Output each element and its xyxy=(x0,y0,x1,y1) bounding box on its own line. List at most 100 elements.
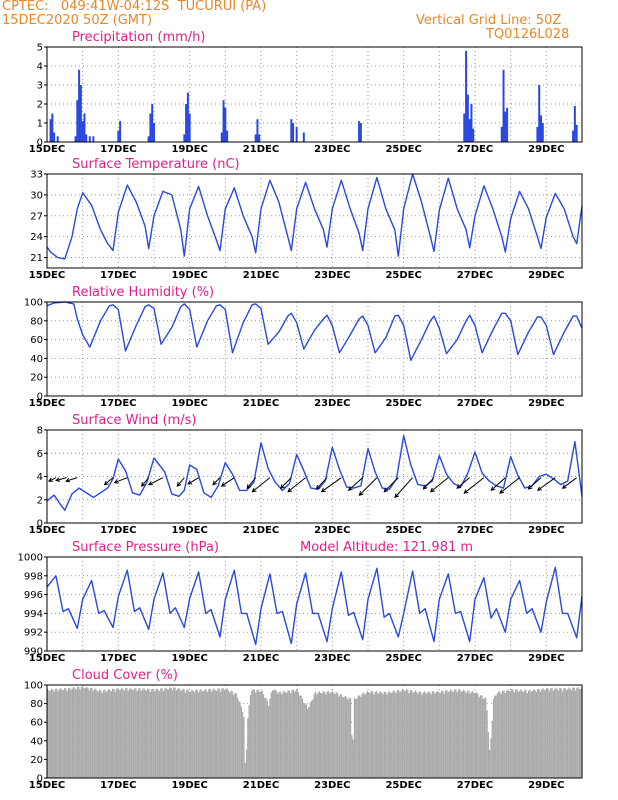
cloud-bar xyxy=(526,693,528,778)
cloud-bar xyxy=(316,694,318,778)
y-tick-label: 998 xyxy=(24,571,43,582)
wind-arrow xyxy=(176,477,185,487)
panel-2: 0 20 40 60 80 100 15DEC 17DEC 19DEC 21DEC 23DEC 25D… xyxy=(24,285,583,409)
cloud-bar xyxy=(54,688,57,778)
cloud-bar xyxy=(333,692,335,778)
cloud-bar xyxy=(505,690,508,778)
x-tick-label: 15DEC xyxy=(29,270,65,281)
precip-bar xyxy=(88,136,91,142)
cloud-bar xyxy=(157,689,159,778)
cloud-bar xyxy=(242,712,244,778)
cloud-bar xyxy=(136,691,138,778)
cloud-bar xyxy=(578,689,580,778)
cloud-bar xyxy=(48,690,50,778)
cloud-bar xyxy=(487,731,489,778)
cloud-bar xyxy=(504,693,506,778)
cloud-bar xyxy=(570,690,573,778)
cloud-bar xyxy=(500,693,502,778)
cloud-bar xyxy=(508,691,510,778)
cloud-bar xyxy=(266,700,268,778)
panel-title: Surface Pressure (hPa) xyxy=(72,540,219,555)
wind-arrow-head xyxy=(141,482,146,487)
cloud-bar xyxy=(236,697,239,778)
cloud-bar xyxy=(580,689,582,778)
cloud-bar xyxy=(50,688,53,778)
cloud-bar xyxy=(533,689,535,778)
header-station: CPTEC: 049:41W-04:12S TUCURUI (PA) xyxy=(2,0,267,14)
precip-bar xyxy=(254,134,257,142)
cloud-bar xyxy=(396,690,398,778)
cloud-bar xyxy=(375,691,378,778)
cloud-bar xyxy=(547,688,549,778)
cloud-bar xyxy=(515,689,517,778)
cloud-bar xyxy=(93,689,96,778)
cloud-bar xyxy=(278,691,280,778)
x-tick-label: 15DEC xyxy=(29,653,65,664)
wind-arrow xyxy=(456,477,470,489)
cloud-bar xyxy=(489,749,491,778)
cloud-bar xyxy=(572,687,574,778)
cloud-bar xyxy=(577,687,579,778)
cloud-bar xyxy=(127,690,129,778)
cloud-bar xyxy=(226,688,228,778)
cloud-bar xyxy=(295,690,297,778)
cloud-bar xyxy=(71,688,73,778)
y-tick-label: 20 xyxy=(30,373,43,384)
cloud-bar xyxy=(128,688,131,778)
cloud-bar xyxy=(304,703,306,778)
wind-arrow-head xyxy=(280,484,285,489)
cloud-bar xyxy=(118,690,120,778)
panel-title: Precipitation (mm/h) xyxy=(72,30,205,45)
wind-arrow xyxy=(148,477,164,486)
cloud-bar xyxy=(199,690,201,778)
cloud-bar xyxy=(412,692,414,778)
wind-arrow xyxy=(287,477,306,493)
x-tick-label: 21DEC xyxy=(243,780,279,791)
cloud-bar xyxy=(368,692,370,778)
x-tick-label: 25DEC xyxy=(385,653,421,664)
header-grid-line: Vertical Grid Line: 50Z xyxy=(416,13,562,28)
cloud-bar xyxy=(160,688,162,778)
cloud-bar xyxy=(366,691,369,778)
cloud-bar xyxy=(348,697,350,778)
precip-bar xyxy=(290,119,293,142)
y-tick-label: 5 xyxy=(37,43,43,54)
cloud-bar xyxy=(413,691,415,778)
y-tick-label: 992 xyxy=(24,628,43,639)
cloud-bar xyxy=(335,692,337,778)
cloud-bar xyxy=(122,689,124,778)
cloud-bar xyxy=(179,689,181,778)
cloud-bar xyxy=(534,690,536,778)
wind-arrow xyxy=(55,477,67,481)
y-tick-label: 1000 xyxy=(18,553,43,564)
cloud-bar xyxy=(524,689,526,778)
cloud-bar xyxy=(170,687,172,778)
cloud-bar xyxy=(416,692,418,778)
cloud-bar xyxy=(74,688,76,778)
cloud-bar xyxy=(499,692,501,778)
cloud-bar xyxy=(329,693,331,778)
cloud-bar xyxy=(69,687,71,778)
cloud-bar xyxy=(451,690,453,778)
cloud-bar xyxy=(105,691,107,778)
x-tick-label: 21DEC xyxy=(243,270,279,281)
cloud-bar xyxy=(474,693,476,778)
cloud-bar xyxy=(244,763,246,778)
cloud-bar xyxy=(134,687,136,778)
x-tick-label: 27DEC xyxy=(457,780,493,791)
cloud-bar xyxy=(52,689,54,778)
cloud-bar xyxy=(528,690,530,778)
cloud-bar xyxy=(459,689,461,778)
panel-frame xyxy=(46,301,583,397)
x-tick-label: 25DEC xyxy=(385,270,421,281)
wind-arrow xyxy=(280,477,292,489)
precip-bar xyxy=(53,132,56,142)
y-tick-label: 2 xyxy=(37,100,43,111)
precip-bar xyxy=(185,104,188,142)
cloud-bar xyxy=(491,720,493,778)
cloud-bar xyxy=(538,689,540,778)
x-tick-label: 25DEC xyxy=(385,398,421,409)
x-tick-label: 19DEC xyxy=(171,398,207,409)
cloud-bar xyxy=(164,688,166,778)
cloud-bar xyxy=(135,688,137,778)
